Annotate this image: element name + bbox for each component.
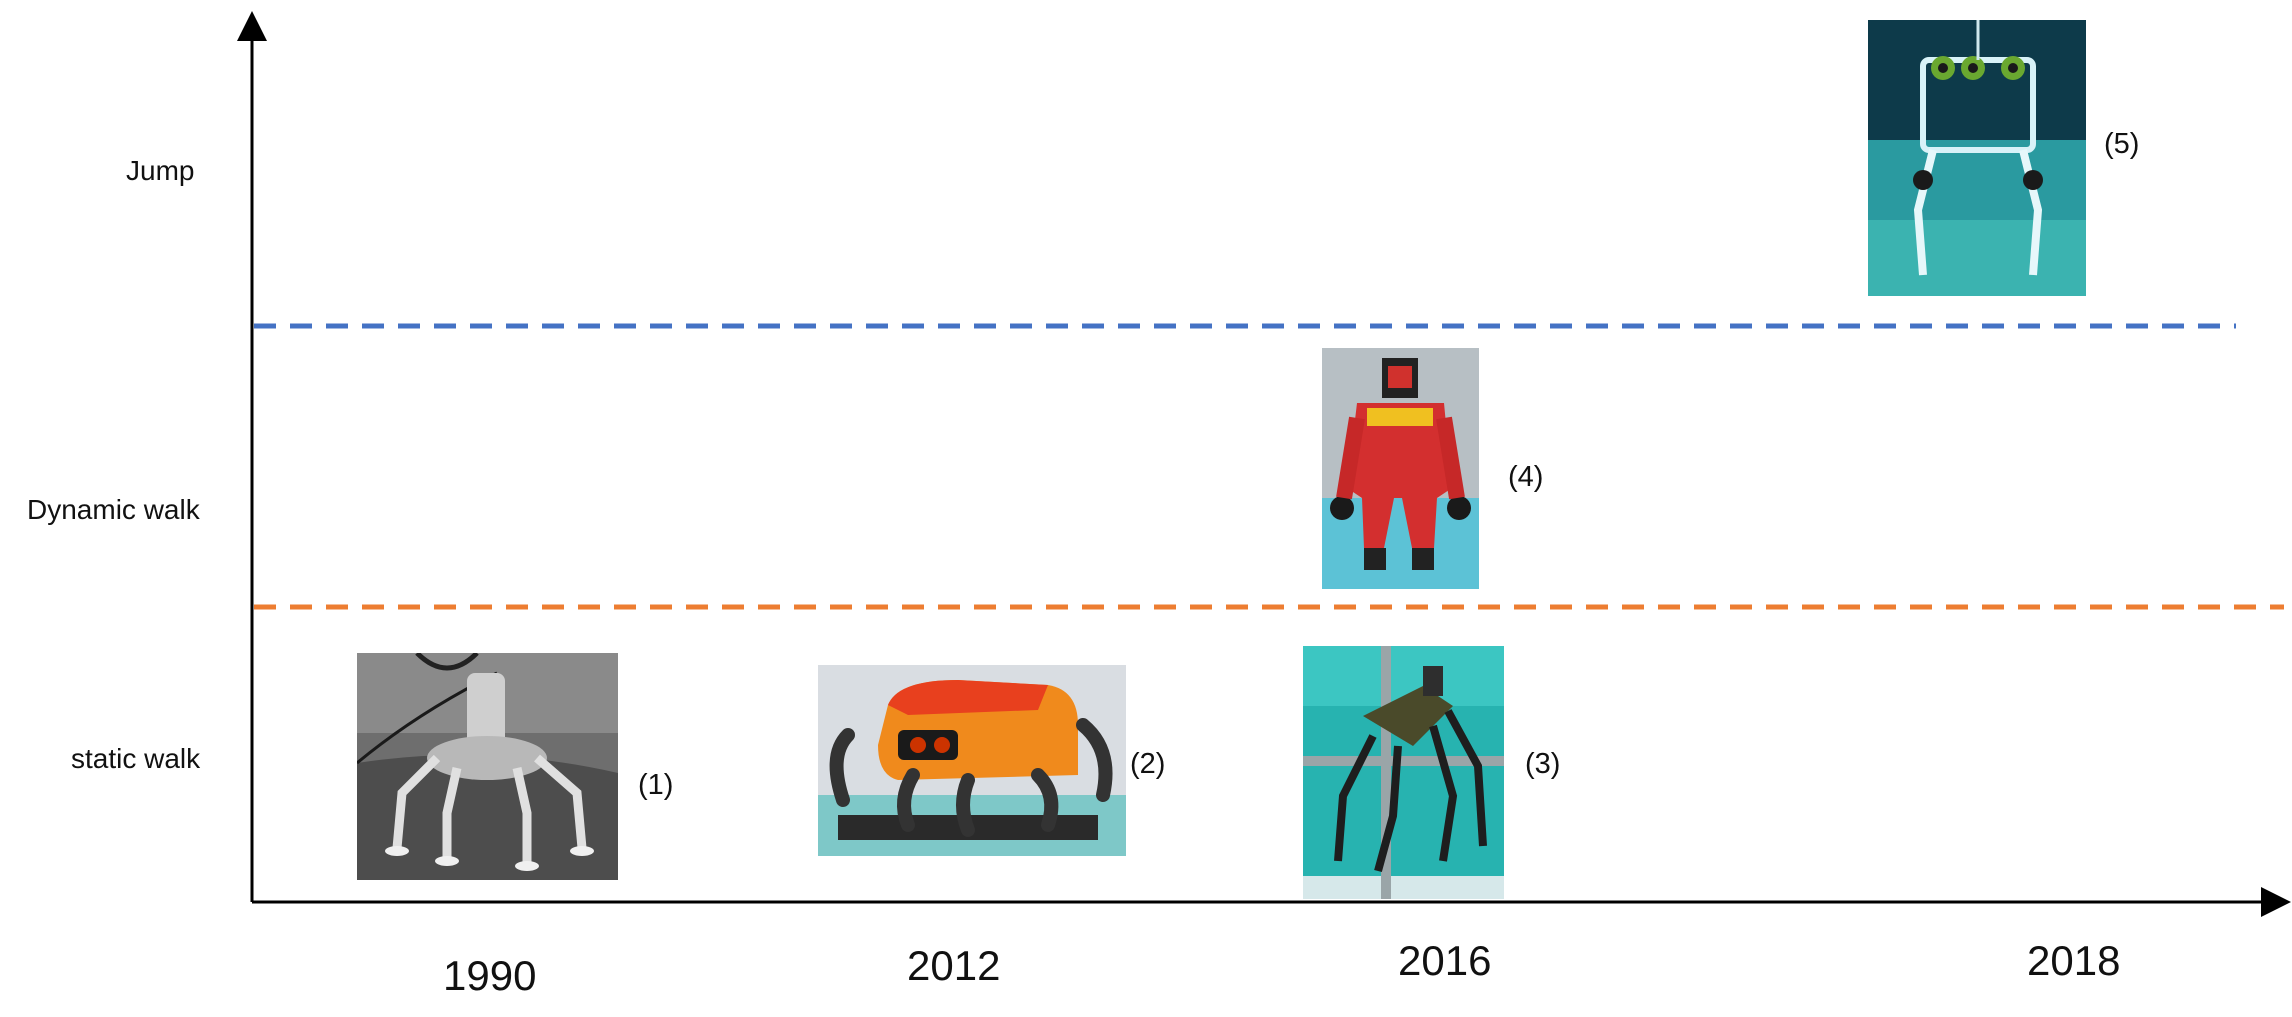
level-label-dynamic-walk: Dynamic walk — [27, 494, 200, 525]
robot-photo-2 — [818, 665, 1126, 856]
robot-photo-3 — [1303, 646, 1504, 899]
level-label-jump: Jump — [126, 155, 195, 186]
year-label-1990: 1990 — [443, 952, 537, 999]
robot-tag-3: (3) — [1525, 748, 1561, 780]
year-label-2016: 2016 — [1398, 937, 1492, 984]
robot-tag-5: (5) — [2104, 128, 2140, 160]
robot-tag-1: (1) — [638, 769, 674, 801]
robot-photo-4 — [1322, 348, 1479, 589]
level-label-static-walk: static walk — [71, 743, 201, 774]
year-label-2018: 2018 — [2027, 937, 2121, 984]
year-label-2012: 2012 — [907, 942, 1001, 989]
robot-tag-4: (4) — [1508, 461, 1544, 493]
robot-tag-2: (2) — [1130, 748, 1166, 780]
robot-photo-5 — [1868, 20, 2086, 296]
robot-photo-1 — [357, 653, 618, 880]
